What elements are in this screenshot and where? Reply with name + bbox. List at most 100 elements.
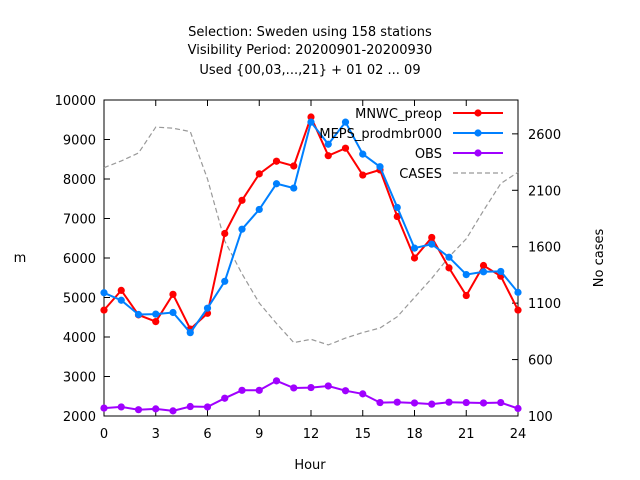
y-axis-left: 2000 3000 4000 5000 6000 7000 8000 9000 10000 bbox=[55, 94, 110, 425]
data-point-meps-prodmbr000 bbox=[255, 205, 263, 214]
y2-tick-label: 100 bbox=[528, 410, 553, 425]
x-tick-label: 3 bbox=[152, 427, 160, 442]
legend-marker bbox=[474, 109, 482, 117]
data-point-meps-prodmbr000 bbox=[238, 225, 246, 233]
legend-marker bbox=[474, 149, 482, 157]
plot-frame bbox=[103, 99, 519, 417]
y-tick-label: 2000 bbox=[63, 410, 96, 425]
data-point-obs bbox=[134, 406, 143, 414]
data-point-meps-prodmbr000 bbox=[445, 253, 453, 261]
data-point-obs bbox=[117, 403, 125, 411]
data-point-obs bbox=[479, 399, 488, 407]
data-point-mnwc-preop bbox=[341, 144, 350, 152]
data-point-obs bbox=[497, 398, 505, 407]
legend-marker bbox=[474, 129, 482, 137]
y-tick-label: 3000 bbox=[63, 371, 96, 386]
y-tick-label: 4000 bbox=[63, 331, 96, 346]
x-tick-label: 9 bbox=[255, 427, 263, 442]
y2-tick-label: 1600 bbox=[528, 241, 561, 256]
data-point-obs bbox=[100, 404, 108, 412]
data-point-obs bbox=[428, 400, 436, 408]
data-point-mnwc-preop bbox=[359, 171, 367, 179]
data-point-meps-prodmbr000 bbox=[272, 180, 281, 188]
data-point-meps-prodmbr000 bbox=[341, 118, 350, 126]
title-line-3: Used {00,03,...,21} + 01 02 ... 09 bbox=[199, 63, 420, 78]
data-point-meps-prodmbr000 bbox=[152, 310, 160, 318]
data-point-meps-prodmbr000 bbox=[462, 270, 470, 279]
data-point-obs bbox=[359, 390, 367, 398]
legend-label: MEPS_prodmbr000 bbox=[319, 127, 442, 142]
data-point-obs bbox=[410, 399, 419, 407]
data-point-obs bbox=[169, 407, 177, 415]
data-point-obs bbox=[255, 386, 263, 394]
data-point-obs bbox=[186, 402, 194, 411]
y2-tick-label: 2100 bbox=[528, 184, 561, 199]
x-tick-label: 24 bbox=[510, 427, 527, 442]
data-point-meps-prodmbr000 bbox=[428, 240, 436, 248]
y2-tick-label: 2600 bbox=[528, 128, 561, 143]
data-point-meps-prodmbr000 bbox=[203, 304, 212, 312]
data-point-obs bbox=[307, 383, 315, 392]
y-tick-label: 8000 bbox=[63, 173, 96, 188]
x-axis: 0 3 6 9 12 15 18 21 24 bbox=[100, 100, 526, 442]
y2-axis-label: No cases bbox=[592, 229, 607, 288]
data-point-obs bbox=[221, 394, 229, 402]
y-tick-label: 7000 bbox=[63, 213, 96, 228]
data-point-mnwc-preop bbox=[152, 317, 160, 326]
data-point-mnwc-preop bbox=[255, 170, 263, 178]
data-point-obs bbox=[514, 404, 522, 413]
x-axis-label: Hour bbox=[294, 458, 326, 473]
data-point-meps-prodmbr000 bbox=[290, 184, 298, 192]
data-point-mnwc-preop bbox=[117, 286, 125, 294]
x-tick-label: 0 bbox=[100, 427, 108, 442]
y-tick-label: 6000 bbox=[63, 252, 96, 267]
data-point-meps-prodmbr000 bbox=[410, 244, 419, 252]
legend: MNWC_preop MEPS_prodmbr000 OBS CASES bbox=[319, 107, 503, 182]
data-point-mnwc-preop bbox=[272, 157, 281, 165]
x-tick-label: 21 bbox=[458, 427, 475, 442]
y2-tick-label: 600 bbox=[528, 354, 553, 369]
data-point-meps-prodmbr000 bbox=[514, 288, 522, 296]
data-point-mnwc-preop bbox=[479, 261, 488, 270]
data-point-mnwc-preop bbox=[462, 291, 470, 300]
y-axis-right: 100 600 1100 1600 2100 2600 bbox=[512, 128, 561, 425]
y-axis-label: m bbox=[14, 251, 27, 266]
data-point-mnwc-preop bbox=[393, 212, 401, 221]
data-point-obs bbox=[290, 384, 298, 392]
x-tick-label: 15 bbox=[354, 427, 371, 442]
data-point-obs bbox=[341, 387, 350, 395]
data-point-mnwc-preop bbox=[238, 196, 246, 204]
series-line-mnwc-preop bbox=[103, 114, 519, 331]
data-point-meps-prodmbr000 bbox=[359, 150, 367, 158]
title-line-1: Selection: Sweden using 158 stations bbox=[188, 25, 432, 40]
data-point-mnwc-preop bbox=[514, 306, 522, 314]
data-point-meps-prodmbr000 bbox=[324, 140, 332, 148]
y-tick-label: 10000 bbox=[55, 94, 96, 109]
series-obs bbox=[100, 377, 522, 415]
legend-label: OBS bbox=[415, 147, 442, 162]
data-point-mnwc-preop bbox=[307, 113, 315, 121]
data-point-mnwc-preop bbox=[410, 254, 419, 262]
data-point-obs bbox=[203, 403, 212, 411]
data-point-obs bbox=[445, 398, 453, 406]
x-tick-label: 6 bbox=[203, 427, 211, 442]
data-point-meps-prodmbr000 bbox=[169, 308, 177, 317]
data-point-obs bbox=[393, 398, 401, 406]
title-line-2: Visibility Period: 20200901-20200930 bbox=[188, 43, 433, 58]
legend-label: CASES bbox=[399, 167, 442, 182]
data-point-mnwc-preop bbox=[324, 152, 332, 160]
data-point-mnwc-preop bbox=[445, 264, 453, 272]
data-point-mnwc-preop bbox=[290, 162, 298, 170]
data-point-meps-prodmbr000 bbox=[221, 277, 229, 285]
data-point-mnwc-preop bbox=[100, 306, 108, 314]
data-point-obs bbox=[324, 382, 332, 390]
data-point-mnwc-preop bbox=[428, 233, 436, 242]
y-tick-label: 5000 bbox=[63, 292, 96, 307]
data-point-meps-prodmbr000 bbox=[479, 268, 488, 276]
data-point-obs bbox=[462, 398, 470, 407]
data-point-meps-prodmbr000 bbox=[307, 118, 315, 126]
data-point-meps-prodmbr000 bbox=[100, 289, 108, 297]
data-point-obs bbox=[238, 386, 246, 394]
data-point-obs bbox=[152, 405, 160, 413]
series-mnwc-preop bbox=[100, 113, 522, 333]
